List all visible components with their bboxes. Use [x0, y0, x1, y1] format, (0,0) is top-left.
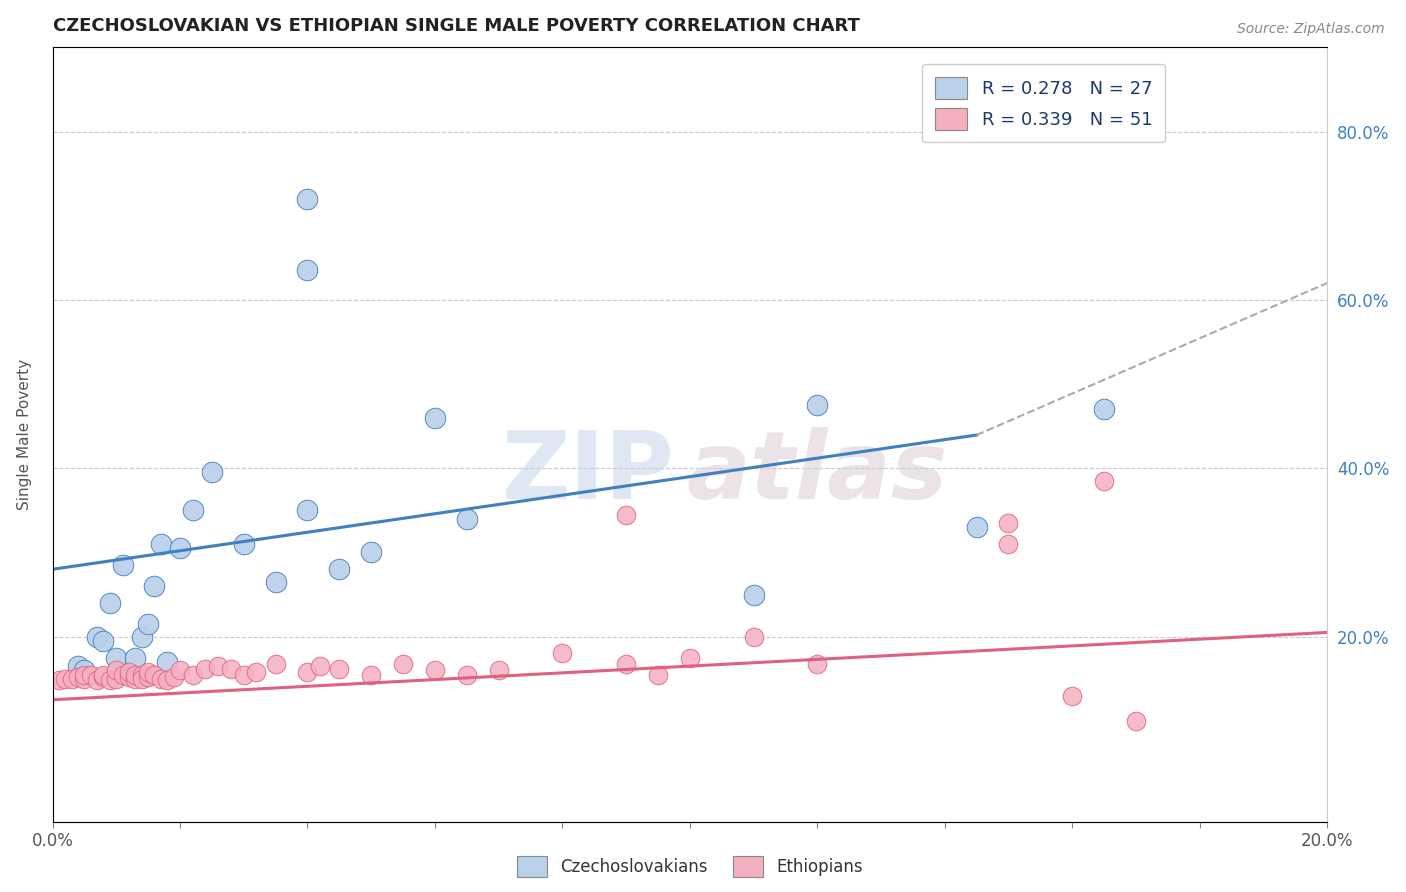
Point	[169, 663, 191, 677]
Point	[297, 192, 319, 206]
Point	[232, 537, 254, 551]
Point	[169, 541, 191, 556]
Point	[360, 667, 382, 681]
Point	[966, 520, 988, 534]
Point	[80, 667, 103, 681]
Point	[997, 537, 1019, 551]
Point	[131, 630, 153, 644]
Point	[614, 508, 637, 522]
Point	[53, 672, 76, 686]
Point	[111, 667, 134, 681]
Point	[124, 667, 146, 681]
Point	[219, 662, 242, 676]
Point	[93, 667, 115, 681]
Point	[264, 574, 287, 589]
Point	[392, 657, 415, 671]
Point	[131, 672, 153, 686]
Point	[136, 665, 159, 679]
Point	[456, 512, 478, 526]
Point	[456, 667, 478, 681]
Point	[264, 657, 287, 671]
Point	[488, 663, 510, 677]
Point	[118, 665, 141, 679]
Point	[647, 667, 669, 681]
Point	[309, 659, 332, 673]
Point	[181, 503, 204, 517]
Point	[997, 516, 1019, 530]
Point	[328, 562, 350, 576]
Point	[143, 579, 166, 593]
Point	[48, 673, 70, 688]
Point	[806, 398, 828, 412]
Point	[194, 662, 217, 676]
Text: atlas: atlas	[686, 427, 948, 519]
Point	[156, 673, 179, 688]
Point	[98, 596, 121, 610]
Point	[201, 466, 224, 480]
Point	[118, 670, 141, 684]
Point	[105, 672, 128, 686]
Point	[156, 655, 179, 669]
Point	[73, 663, 96, 677]
Point	[149, 537, 172, 551]
Point	[423, 410, 446, 425]
Point	[806, 657, 828, 671]
Point	[98, 673, 121, 688]
Point	[136, 670, 159, 684]
Point	[1125, 714, 1147, 728]
Point	[93, 633, 115, 648]
Point	[679, 650, 702, 665]
Point	[742, 588, 765, 602]
Point	[1092, 402, 1115, 417]
Point	[614, 657, 637, 671]
Text: Source: ZipAtlas.com: Source: ZipAtlas.com	[1237, 22, 1385, 37]
Point	[551, 647, 574, 661]
Point	[297, 665, 319, 679]
Text: CZECHOSLOVAKIAN VS ETHIOPIAN SINGLE MALE POVERTY CORRELATION CHART: CZECHOSLOVAKIAN VS ETHIOPIAN SINGLE MALE…	[52, 17, 859, 35]
Point	[86, 630, 108, 644]
Point	[124, 650, 146, 665]
Point	[232, 667, 254, 681]
Point	[66, 670, 89, 684]
Point	[136, 617, 159, 632]
Point	[73, 667, 96, 681]
Point	[86, 673, 108, 688]
Point	[124, 672, 146, 686]
Point	[93, 670, 115, 684]
Point	[297, 503, 319, 517]
Point	[360, 545, 382, 559]
Point	[245, 665, 267, 679]
Legend: Czechoslovakians, Ethiopians: Czechoslovakians, Ethiopians	[510, 849, 869, 883]
Point	[66, 659, 89, 673]
Point	[131, 667, 153, 681]
Point	[143, 667, 166, 681]
Text: ZIP: ZIP	[502, 427, 675, 519]
Point	[105, 650, 128, 665]
Point	[181, 667, 204, 681]
Point	[423, 663, 446, 677]
Point	[297, 263, 319, 277]
Point	[60, 672, 83, 686]
Point	[105, 663, 128, 677]
Point	[328, 662, 350, 676]
Point	[111, 558, 134, 572]
Point	[1062, 689, 1084, 703]
Point	[207, 659, 229, 673]
Point	[162, 670, 184, 684]
Point	[1092, 474, 1115, 488]
Point	[149, 672, 172, 686]
Point	[73, 672, 96, 686]
Y-axis label: Single Male Poverty: Single Male Poverty	[17, 359, 32, 510]
Point	[742, 630, 765, 644]
